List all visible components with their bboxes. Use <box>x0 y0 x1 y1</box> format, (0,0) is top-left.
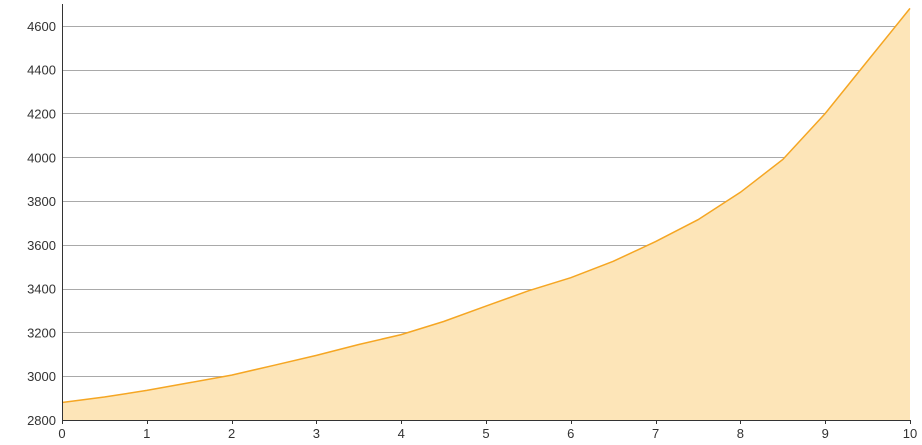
x-tick-label-7: 7 <box>652 426 659 441</box>
x-tick-label-9: 9 <box>822 426 829 441</box>
y-tick-label-3200: 3200 <box>27 325 56 340</box>
x-tick-label-10: 10 <box>903 426 917 441</box>
y-tick-label-4600: 4600 <box>27 19 56 34</box>
x-tick-label-1: 1 <box>143 426 150 441</box>
y-tick-label-4400: 4400 <box>27 63 56 78</box>
y-tick-label-3000: 3000 <box>27 369 56 384</box>
y-tick-label-4200: 4200 <box>27 106 56 121</box>
x-tick-label-8: 8 <box>737 426 744 441</box>
x-tick-label-2: 2 <box>228 426 235 441</box>
x-tick-label-5: 5 <box>482 426 489 441</box>
x-tick-label-3: 3 <box>313 426 320 441</box>
y-axis-ticks: 2800 3000 3200 3400 3600 3800 4000 4200 4400 4600 <box>27 19 56 428</box>
y-tick-label-4000: 4000 <box>27 150 56 165</box>
x-tick-label-4: 4 <box>398 426 405 441</box>
x-tick-label-6: 6 <box>567 426 574 441</box>
y-tick-label-3600: 3600 <box>27 238 56 253</box>
series-line <box>61 7 911 404</box>
x-axis-ticks: 0 1 2 3 4 5 6 7 8 9 10 <box>58 420 917 441</box>
y-tick-label-2800: 2800 <box>27 413 56 428</box>
series-area-fill <box>62 8 910 421</box>
gridlines <box>62 26 910 377</box>
x-tick-label-0: 0 <box>58 426 65 441</box>
y-tick-label-3400: 3400 <box>27 282 56 297</box>
y-tick-label-3800: 3800 <box>27 194 56 209</box>
